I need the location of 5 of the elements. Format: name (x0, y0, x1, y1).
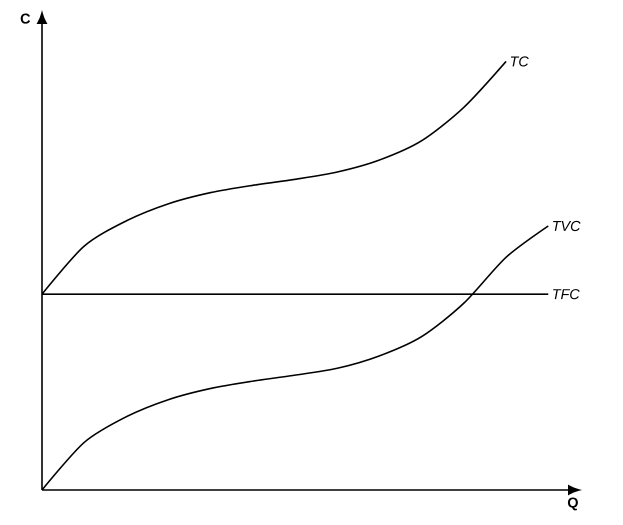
series-label: TC (510, 56, 529, 66)
x-axis-title: Q (568, 498, 578, 510)
series-label: TFC (553, 289, 580, 300)
series-label: TVC (553, 220, 581, 232)
y-axis-title: C (20, 14, 30, 24)
